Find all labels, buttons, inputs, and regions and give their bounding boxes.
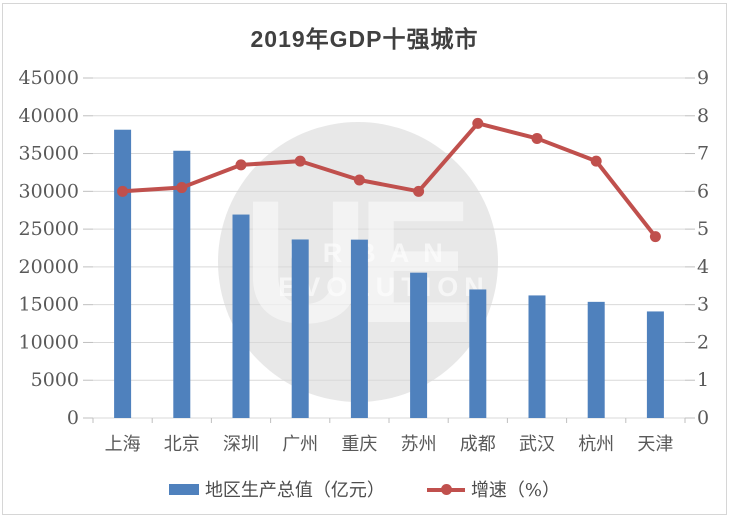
growth-point-suzhou bbox=[413, 185, 425, 197]
y-axis-label-right: 3 bbox=[697, 294, 709, 316]
y-axis-label-right: 2 bbox=[697, 331, 709, 353]
bar-guangzhou bbox=[291, 239, 309, 418]
y-axis-label-left: 40000 bbox=[19, 105, 79, 127]
y-axis-label-left: 35000 bbox=[19, 143, 79, 165]
x-axis-label-chengdu: 成都 bbox=[460, 434, 496, 455]
y-axis-label-left: 5000 bbox=[31, 369, 79, 391]
y-axis-label-right: 9 bbox=[697, 67, 709, 89]
growth-point-shanghai bbox=[117, 185, 129, 197]
bar-wuhan bbox=[528, 295, 546, 418]
chart-legend: 地区生产总值（亿元） 增速（%） bbox=[0, 476, 729, 502]
bar-tianjin bbox=[646, 311, 664, 418]
x-axis-label-tianjin: 天津 bbox=[637, 434, 673, 455]
chart-title: 2019年GDP十强城市 bbox=[250, 26, 479, 52]
y-axis-label-right: 8 bbox=[697, 105, 709, 127]
legend-bar-swatch-icon bbox=[168, 483, 199, 495]
x-axis-label-hangzhou: 杭州 bbox=[578, 434, 614, 455]
growth-point-hangzhou bbox=[590, 155, 602, 167]
growth-line bbox=[120, 121, 658, 239]
x-axis-label-wuhan: 武汉 bbox=[519, 434, 555, 455]
growth-point-chongqing bbox=[353, 174, 365, 186]
growth-point-beijing bbox=[176, 182, 188, 194]
growth-point-guangzhou bbox=[294, 155, 306, 167]
bar-hangzhou bbox=[587, 301, 605, 418]
legend-line-marker-icon bbox=[440, 483, 452, 495]
watermark-text-line1: URBAN bbox=[289, 238, 457, 268]
y-axis-label-left: 15000 bbox=[19, 294, 79, 316]
y-axis-label-right: 6 bbox=[697, 180, 709, 202]
x-axis-label-guangzhou: 广州 bbox=[282, 434, 318, 455]
bar-suzhou bbox=[410, 272, 428, 418]
y-axis-label-left: 0 bbox=[67, 407, 79, 429]
x-axis-label-chongqing: 重庆 bbox=[341, 434, 377, 455]
y-axis-label-right: 0 bbox=[697, 407, 709, 429]
legend-label-gdp: 地区生产总值（亿元） bbox=[204, 480, 385, 501]
bar-chengdu bbox=[469, 289, 487, 418]
y-axis-label-right: 5 bbox=[697, 218, 709, 240]
x-axis-label-shanghai: 上海 bbox=[105, 434, 141, 455]
bar-shenzhen bbox=[232, 214, 250, 418]
bar-chongqing bbox=[350, 239, 368, 418]
growth-point-wuhan bbox=[531, 132, 543, 144]
legend-label-growth: 增速（%） bbox=[470, 480, 561, 501]
growth-point-shenzhen bbox=[235, 159, 247, 171]
y-axis-label-left: 25000 bbox=[19, 218, 79, 240]
bar-beijing bbox=[173, 150, 191, 418]
growth-point-tianjin bbox=[649, 231, 661, 243]
y-axis-label-left: 45000 bbox=[19, 67, 79, 89]
legend-item-growth: 增速（%） bbox=[426, 476, 561, 502]
y-axis-label-left: 10000 bbox=[19, 331, 79, 353]
x-axis-label-shenzhen: 深圳 bbox=[223, 434, 259, 455]
x-axis-label-beijing: 北京 bbox=[164, 434, 200, 455]
y-axis-label-left: 20000 bbox=[19, 256, 79, 278]
watermark-text-line2: EVOLUTION bbox=[278, 272, 490, 302]
growth-point-chengdu bbox=[472, 117, 484, 129]
y-axis-label-right: 7 bbox=[697, 143, 709, 165]
y-axis-label-right: 4 bbox=[697, 256, 709, 278]
y-axis-label-right: 1 bbox=[697, 369, 709, 391]
bar-shanghai bbox=[114, 129, 132, 418]
legend-item-gdp: 地区生产总值（亿元） bbox=[168, 476, 385, 502]
y-axis-label-left: 30000 bbox=[19, 180, 79, 202]
legend-line-swatch-icon bbox=[426, 483, 465, 495]
x-axis-label-suzhou: 苏州 bbox=[401, 434, 437, 455]
